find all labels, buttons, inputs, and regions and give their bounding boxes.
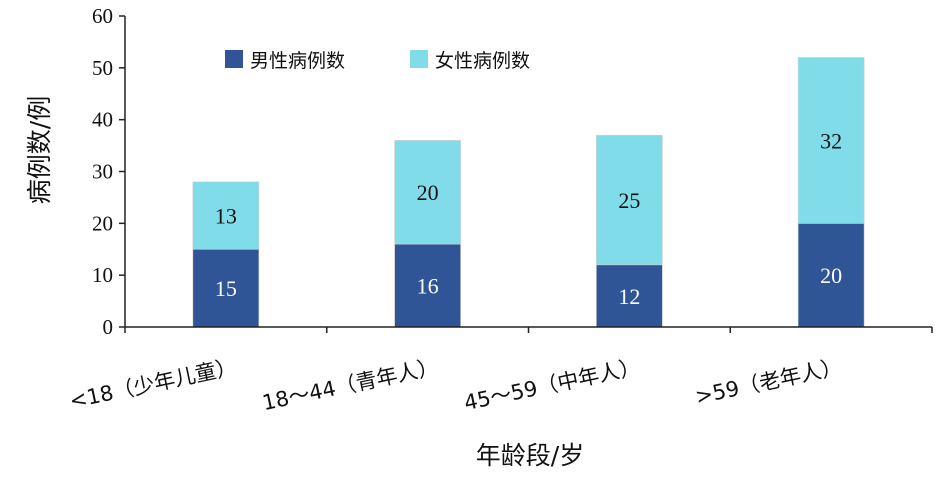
- x-axis-ticks: <18（少年儿童） 18～44（青年人） 45～59（中年人） >59（老年人）: [67, 327, 933, 415]
- y-tick-label: 0: [103, 315, 114, 339]
- y-tick-label: 40: [92, 108, 113, 132]
- y-axis-ticks: 0 10 20 30 40 50 60: [92, 4, 125, 339]
- bar-segment-female: [192, 181, 260, 250]
- bars-group: 15 13 16 20 12 25 20 32: [192, 57, 865, 328]
- x-category-label: 45～59（中年人）: [462, 354, 643, 415]
- data-label-female: 13: [215, 204, 237, 229]
- bar-segment-female: [394, 140, 461, 245]
- x-category-label: <18（少年儿童）: [67, 354, 239, 413]
- legend-label-female: 女性病例数: [435, 50, 530, 72]
- y-tick-label: 10: [92, 263, 113, 287]
- legend-swatch-female: [410, 50, 428, 68]
- bar-segment-male: [192, 248, 260, 328]
- bar-segment-female: [596, 134, 663, 266]
- y-tick-label: 30: [92, 160, 113, 184]
- data-label-female: 32: [820, 128, 842, 153]
- legend-swatch-male: [225, 50, 243, 68]
- data-label-female: 20: [417, 180, 439, 205]
- data-label-male: 12: [618, 284, 640, 309]
- legend-label-male: 男性病例数: [250, 50, 345, 72]
- data-label-female: 25: [618, 188, 640, 213]
- y-tick-label: 50: [92, 56, 113, 80]
- x-axis-title: 年龄段/岁: [476, 441, 584, 470]
- data-label-male: 15: [215, 276, 237, 301]
- legend: 男性病例数 女性病例数: [225, 50, 530, 72]
- y-tick-label: 20: [92, 211, 113, 235]
- data-label-male: 16: [417, 274, 439, 299]
- y-axis-title: 病例数/例: [25, 96, 54, 204]
- data-label-male: 20: [820, 263, 842, 288]
- x-category-label: >59（老年人）: [693, 354, 844, 409]
- y-tick-label: 60: [92, 4, 113, 28]
- bar-segment-female: [797, 57, 865, 224]
- x-category-label: 18～44（青年人）: [260, 354, 441, 415]
- bar-segment-male: [596, 264, 663, 328]
